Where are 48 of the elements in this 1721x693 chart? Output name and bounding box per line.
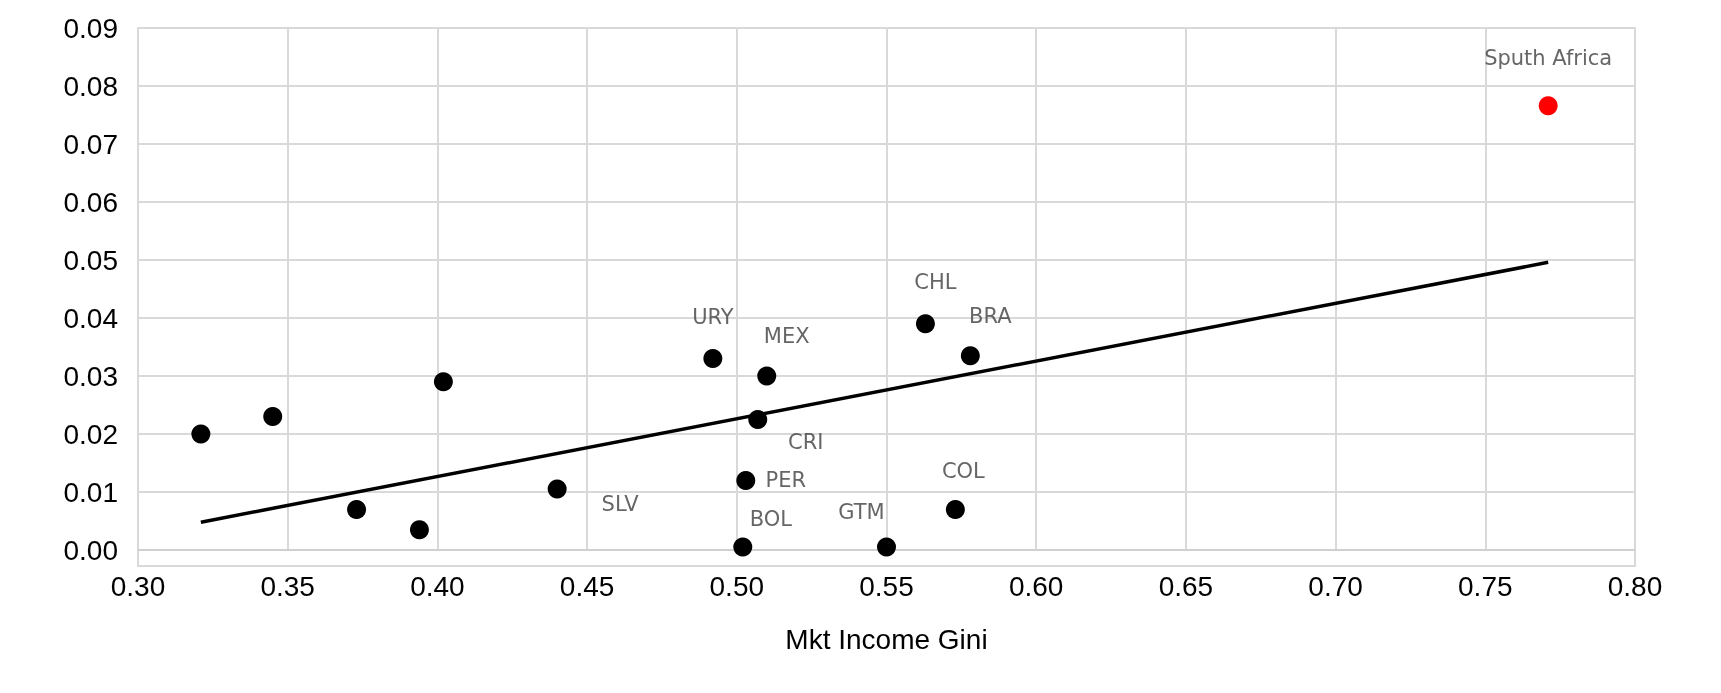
point <box>263 407 283 427</box>
annotation: URY <box>692 304 734 329</box>
point <box>960 346 980 366</box>
x-tick-label: 0.75 <box>1458 570 1513 602</box>
point <box>191 424 211 444</box>
y-tick-label: 0.09 <box>63 12 118 44</box>
y-tick-label: 0.03 <box>63 360 118 392</box>
annotation: COL <box>941 459 986 484</box>
y-tick-label: 0.05 <box>63 244 118 276</box>
x-tick-label: 0.50 <box>709 570 765 602</box>
y-tick-label: 0.01 <box>63 476 118 508</box>
x-tick-label: 0.30 <box>110 570 166 602</box>
point <box>409 520 429 540</box>
x-tick-label: 0.35 <box>260 570 315 602</box>
point <box>733 537 753 557</box>
point <box>1538 96 1558 116</box>
annotation: MEX <box>763 324 810 348</box>
y-tick-label: 0.02 <box>63 418 118 450</box>
y-tick-label: 0.00 <box>63 534 118 566</box>
point <box>347 499 367 519</box>
annotation: SLV <box>601 492 640 517</box>
annotation: BOL <box>749 507 793 532</box>
y-tick-label: 0.04 <box>63 302 118 334</box>
annotation: CHL <box>914 269 957 294</box>
annotation: BRA <box>969 303 1013 328</box>
annotation: PER <box>765 468 807 493</box>
point <box>433 372 453 392</box>
point <box>703 349 723 369</box>
x-tick-label: 0.60 <box>1008 570 1064 602</box>
annotation: CRI <box>788 429 824 454</box>
x-tick-label: 0.65 <box>1158 570 1214 602</box>
point <box>915 314 935 334</box>
x-tick-label: 0.80 <box>1607 570 1663 602</box>
y-tick-label: 0.08 <box>63 70 118 102</box>
point <box>877 537 896 557</box>
point <box>547 479 567 499</box>
annotation: Sputh Africa <box>1484 45 1613 70</box>
y-tick-label: 0.07 <box>63 128 118 160</box>
point <box>945 499 965 519</box>
point <box>736 470 756 490</box>
x-tick-label: 0.45 <box>559 570 615 602</box>
x-tick-label: 0.55 <box>859 570 914 602</box>
annotation: GTM <box>838 500 885 525</box>
x-axis-title: Mkt Income Gini <box>785 623 988 655</box>
x-tick-label: 0.40 <box>410 570 465 602</box>
y-tick-label: 0.06 <box>63 186 118 218</box>
point <box>757 366 777 386</box>
x-tick-label: 0.70 <box>1308 570 1363 602</box>
